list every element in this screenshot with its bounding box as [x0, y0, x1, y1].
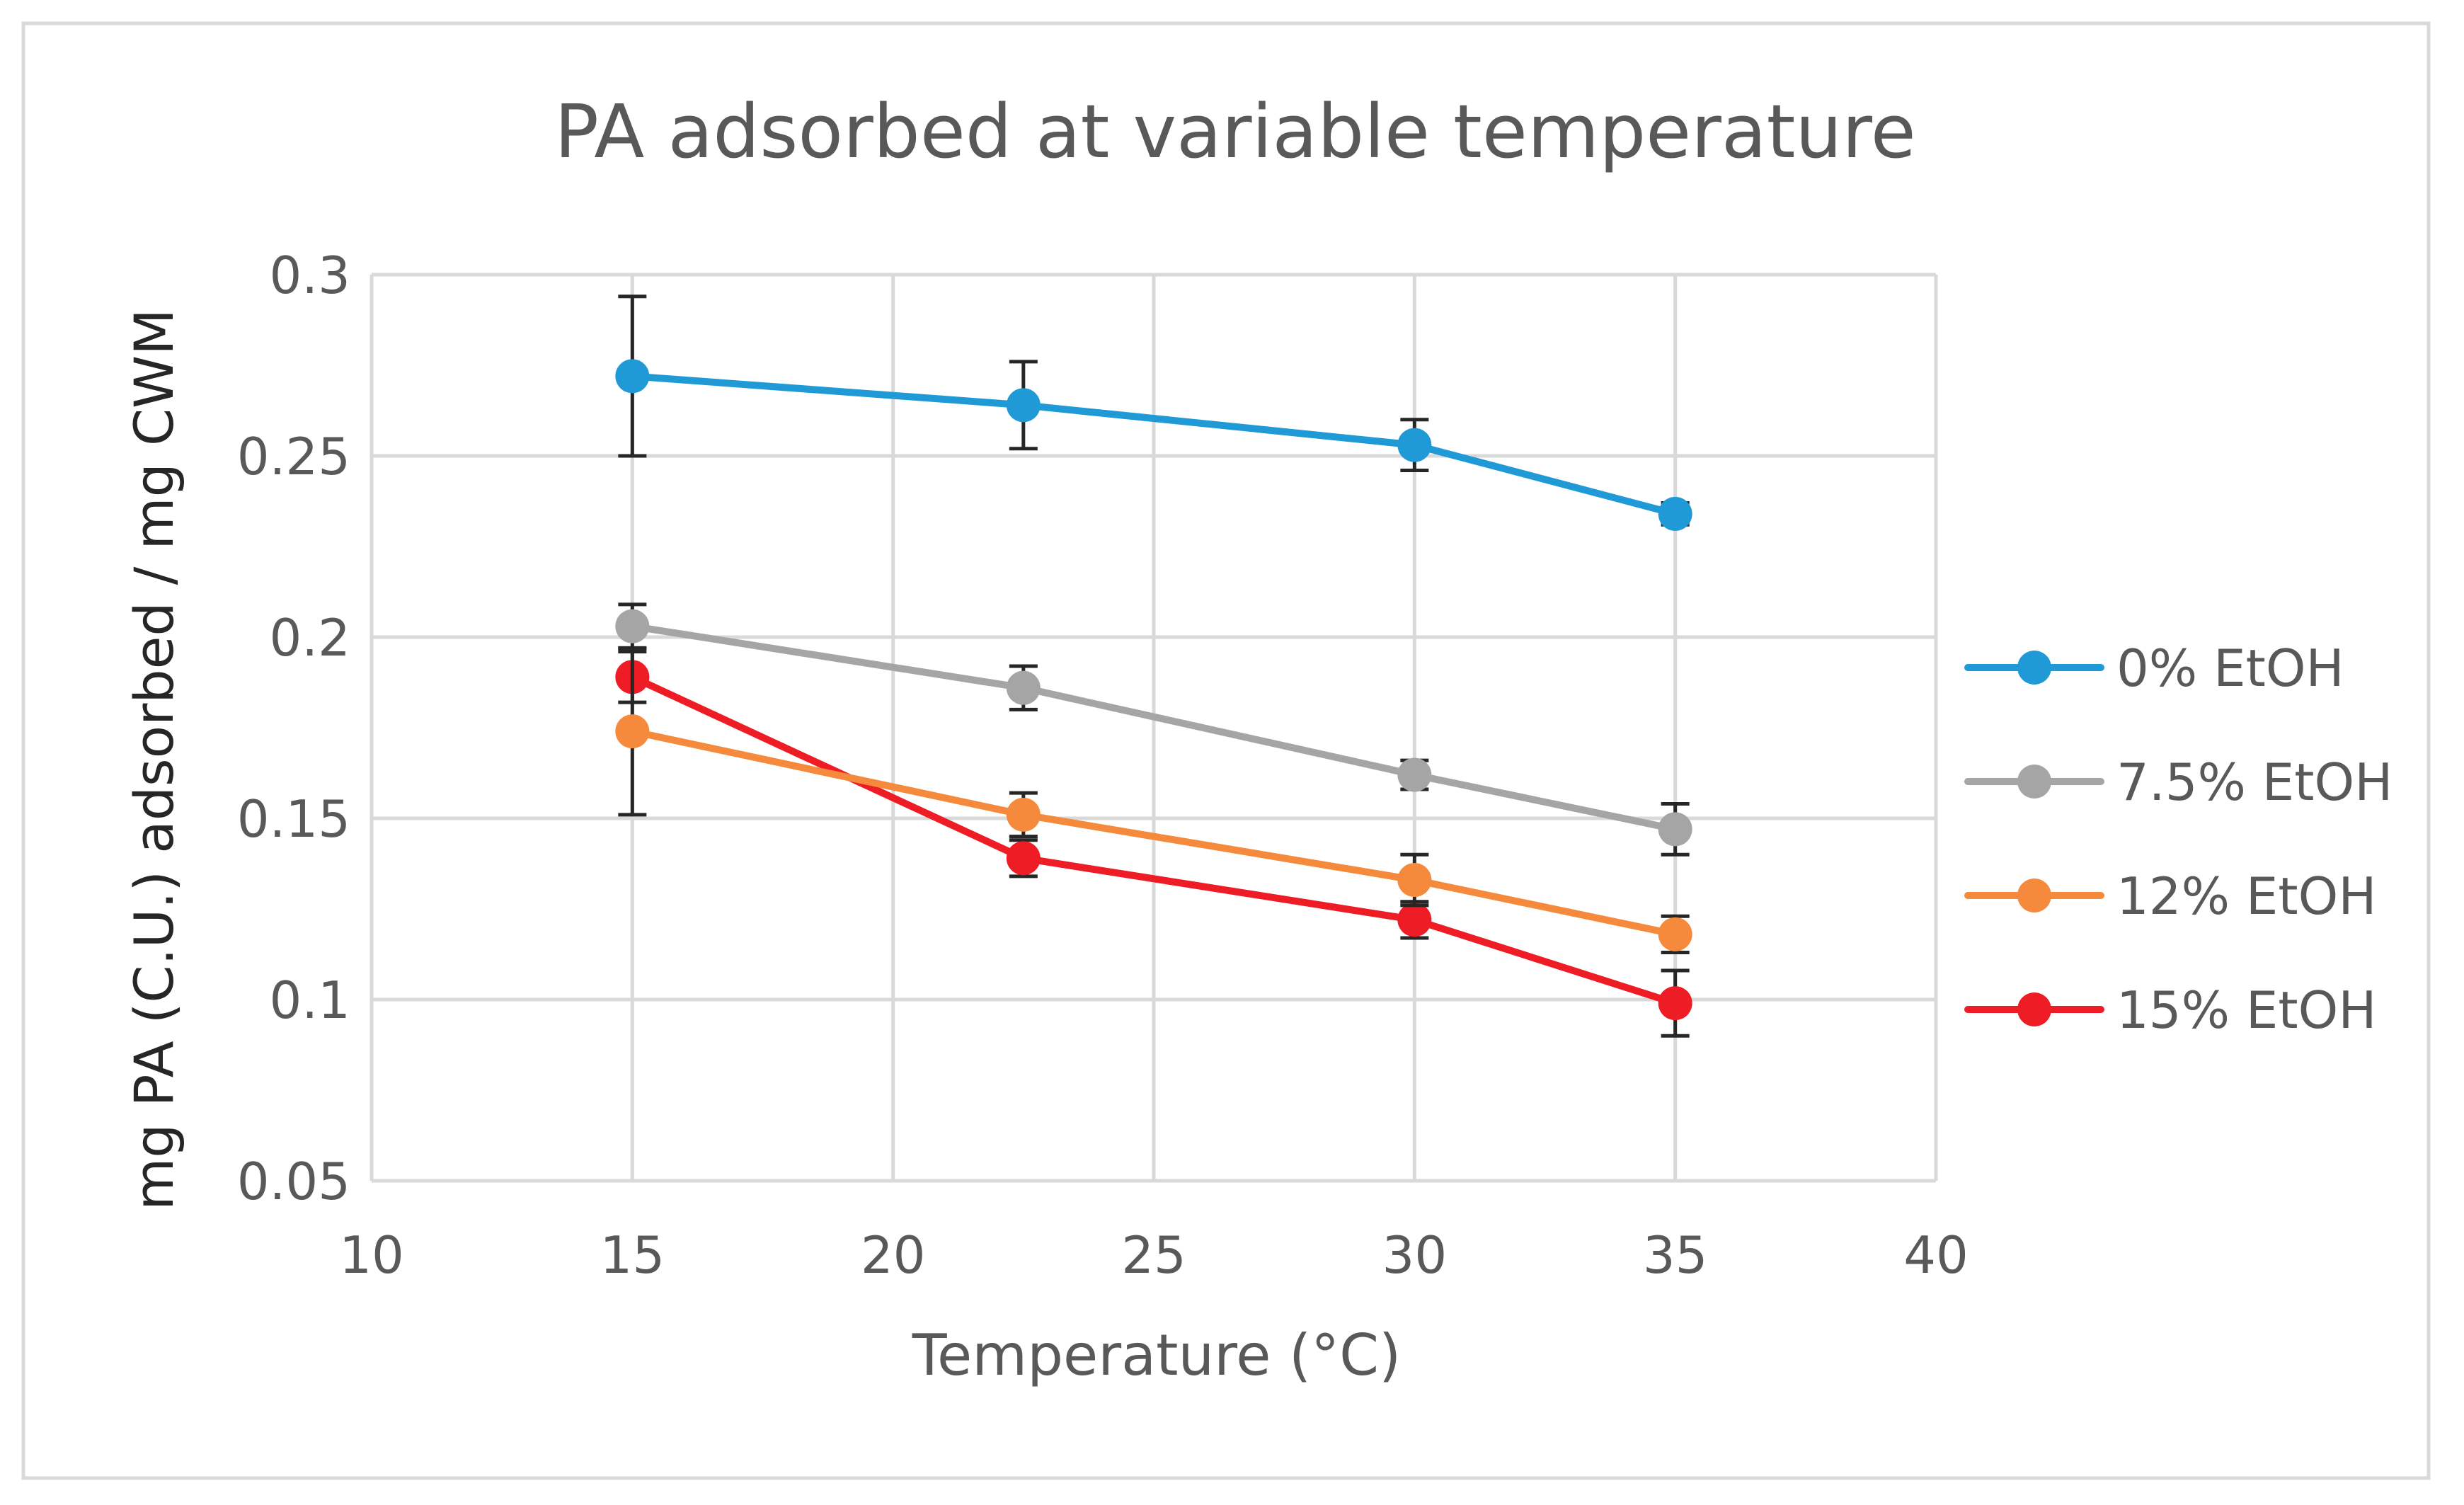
chart-title: PA adsorbed at variable temperature: [554, 88, 1916, 175]
data-point: [1658, 986, 1692, 1021]
legend-marker: [2017, 879, 2051, 912]
data-point: [1006, 670, 1041, 705]
data-point: [1658, 812, 1692, 847]
data-point: [615, 359, 650, 394]
y-tick-label: 0.15: [237, 789, 350, 849]
data-point: [1006, 388, 1041, 423]
chart-border: [21, 21, 2431, 1480]
legend: 0% EtOH 7.5% EtOH 12% EtOH 15% EtOH: [1964, 639, 2393, 1040]
grid-layer: [369, 273, 1938, 1183]
legend-item: 12% EtOH: [1964, 866, 2376, 926]
data-point: [1658, 496, 1692, 531]
y-tick-label: 0.2: [269, 608, 350, 668]
x-tick-label: 10: [339, 1225, 404, 1285]
legend-item: 0% EtOH: [1964, 639, 2344, 698]
tick-labels: 0.05 0.1 0.15 0.2 0.25 0.3 10 15 20 25 30 35 40: [237, 246, 1969, 1285]
series-line: [629, 673, 1679, 1007]
series-15-etoh: [615, 649, 1692, 1038]
data-point: [1397, 757, 1432, 792]
x-tick-label: 15: [600, 1225, 665, 1285]
x-tick-label: 30: [1382, 1225, 1448, 1285]
legend-label: 0% EtOH: [2116, 639, 2344, 698]
legend-label: 15% EtOH: [2116, 980, 2376, 1040]
series-line: [629, 622, 1679, 833]
series-12-etoh: [615, 646, 1692, 954]
x-axis-title: Temperature (°C): [912, 1322, 1401, 1388]
series-7-5-etoh: [615, 602, 1692, 857]
y-tick-label: 0.3: [269, 246, 350, 305]
x-tick-label: 20: [861, 1225, 926, 1285]
data-point: [615, 714, 650, 749]
data-point: [1658, 917, 1692, 951]
legend-marker: [2017, 992, 2051, 1026]
series-0-etoh: [615, 294, 1692, 531]
data-point: [615, 609, 650, 643]
legend-item: 15% EtOH: [1964, 980, 2376, 1040]
x-tick-label: 40: [1903, 1225, 1969, 1285]
legend-item: 7.5% EtOH: [1964, 752, 2393, 812]
data-point: [1006, 841, 1041, 876]
legend-marker: [2017, 765, 2051, 799]
series-line: [629, 728, 1679, 938]
data-point: [1006, 797, 1041, 832]
y-tick-label: 0.1: [269, 971, 350, 1030]
y-axis-title: mg PA (C.U.) adsorbed / mg CWM: [122, 309, 185, 1211]
series-line: [629, 372, 1679, 517]
series-layer: [615, 294, 1692, 1038]
data-point: [1397, 903, 1432, 937]
y-tick-label: 0.05: [237, 1152, 350, 1211]
x-tick-label: 25: [1121, 1225, 1186, 1285]
y-tick-label: 0.25: [237, 427, 350, 486]
data-point: [1397, 863, 1432, 898]
data-point: [1397, 428, 1432, 462]
legend-marker: [2017, 651, 2051, 685]
legend-label: 7.5% EtOH: [2116, 752, 2393, 812]
x-tick-label: 35: [1643, 1225, 1708, 1285]
legend-label: 12% EtOH: [2116, 866, 2376, 926]
